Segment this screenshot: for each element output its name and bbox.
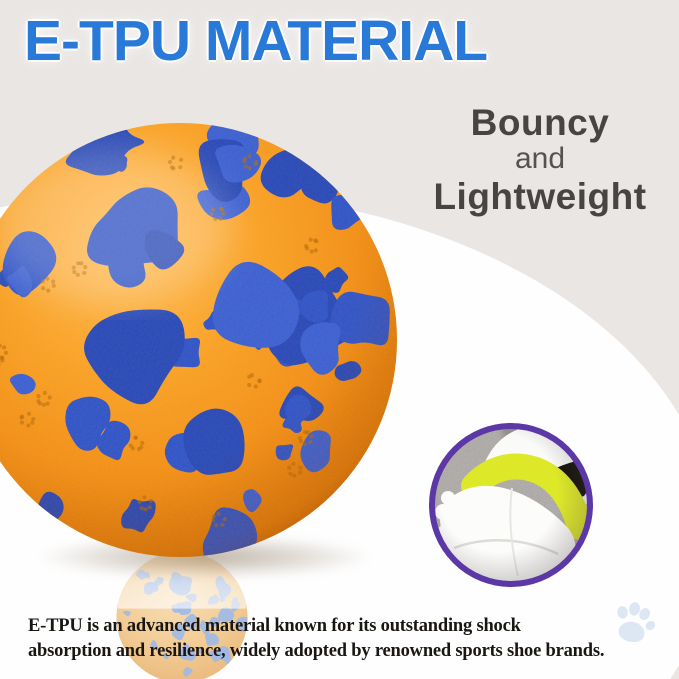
faded-ball-reflection — [116, 551, 248, 679]
shoe-sole-inset — [429, 423, 593, 587]
tagline-line-bouncy: Bouncy — [470, 102, 610, 143]
paw-print-icon — [617, 602, 656, 643]
tagline-line-and: and — [514, 142, 566, 175]
page-title: E-TPU MATERIAL — [24, 9, 488, 73]
description-text: E-TPU is an advanced material known for … — [28, 614, 673, 663]
description-line-2: absorption and resilience, widely adopte… — [28, 640, 605, 661]
tagline-line-lightweight: Lightweight — [433, 176, 647, 217]
etpu-ball-image — [0, 123, 397, 557]
description-line-1: E-TPU is an advanced material known for … — [28, 616, 521, 636]
faded-ball-layer — [116, 551, 248, 679]
inset-purple-ring — [429, 423, 593, 587]
tagline: Bouncy and Lightweight — [428, 104, 652, 215]
